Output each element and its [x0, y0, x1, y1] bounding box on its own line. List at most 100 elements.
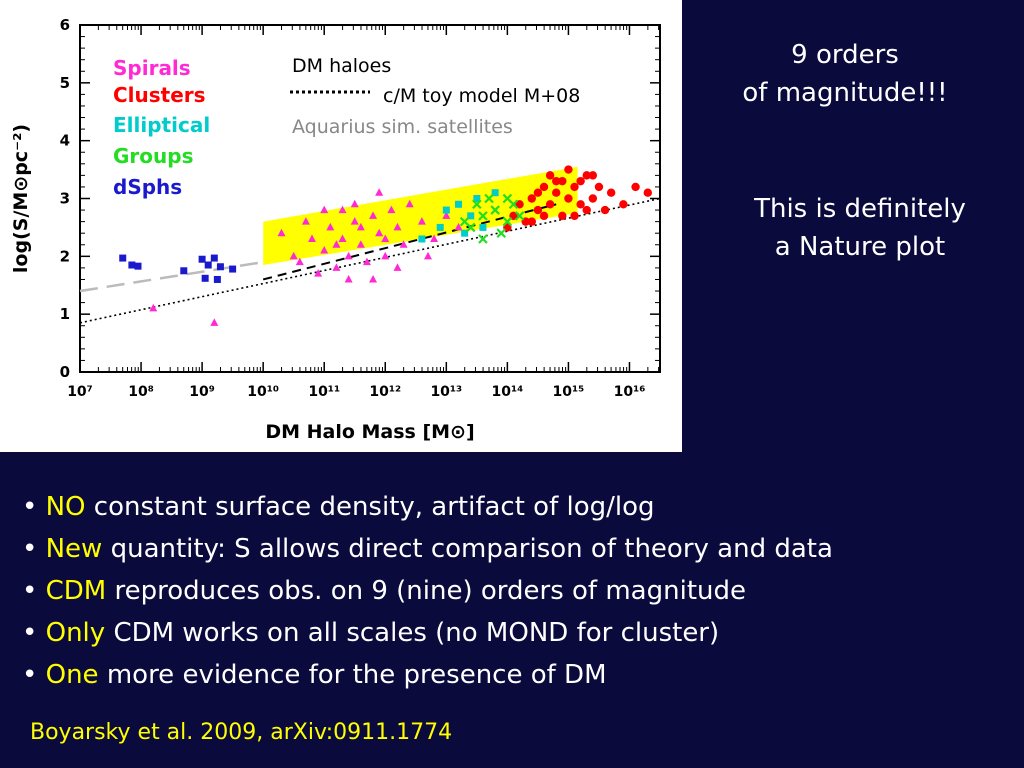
data-point	[478, 211, 488, 221]
bullet-text: more evidence for the presence of DM	[106, 660, 607, 690]
bullet-item: • Only CDM works on all scales (no MOND …	[22, 618, 720, 648]
bullet-item: • One more evidence for the presence of …	[22, 660, 607, 690]
y-tick-label: 6	[60, 16, 70, 34]
data-point	[564, 165, 573, 174]
data-point	[369, 274, 378, 283]
data-point	[564, 194, 573, 203]
data-point	[399, 240, 408, 248]
data-point	[455, 200, 463, 208]
data-point	[558, 211, 567, 221]
data-point	[484, 193, 494, 204]
legend-aquarius: Aquarius sim. satellites	[292, 116, 513, 138]
data-point	[369, 211, 378, 219]
data-point	[576, 200, 585, 209]
bullet-keyword: CDM	[45, 576, 107, 606]
data-point	[478, 234, 488, 244]
x-tick-label: 10¹⁰	[247, 384, 279, 400]
x-tick-label: 10¹³	[430, 384, 462, 400]
data-point	[180, 267, 188, 275]
orders-note-line1: 9 orders	[791, 40, 899, 70]
data-point	[381, 251, 390, 260]
data-point	[606, 188, 616, 197]
bullet-text: CDM works on all scales (no MOND for clu…	[113, 618, 720, 648]
data-point	[417, 217, 426, 225]
data-point	[326, 222, 335, 231]
bullet-text: quantity: S allows direct comparison of …	[110, 534, 833, 564]
legend-dm-haloes: DM haloes	[292, 55, 391, 77]
legend-spirals: Spirals	[113, 56, 191, 80]
data-point	[344, 251, 353, 260]
data-point	[619, 200, 628, 209]
data-point	[539, 182, 549, 192]
data-point	[558, 176, 567, 186]
data-point	[277, 228, 286, 237]
data-point	[479, 223, 487, 231]
data-point	[338, 205, 347, 214]
y-tick-label: 2	[60, 247, 70, 265]
data-point	[539, 211, 549, 221]
plot-panel: 10⁷ 10⁸ 10⁹ 10¹⁰ 10¹¹ 10¹² 10¹³ 10¹⁴ 10¹⁵ 10¹⁶ 0 1 2…	[0, 0, 682, 452]
data-point	[588, 194, 598, 203]
data-point	[527, 217, 536, 226]
data-point	[643, 188, 652, 197]
data-point	[301, 217, 310, 225]
y-tick-label: 0	[60, 363, 70, 381]
data-point	[213, 275, 221, 283]
x-tick-label: 10⁸	[128, 384, 154, 400]
data-point	[356, 222, 365, 231]
data-point	[308, 234, 316, 242]
data-point	[320, 246, 329, 254]
data-point	[496, 228, 507, 238]
bullet-list: • NO constant surface density, artifact …	[22, 486, 833, 696]
bullet-item: • CDM reproduces obs. on 9 (nine) orders…	[22, 576, 746, 606]
y-tick-label: 4	[60, 132, 70, 150]
data-point	[362, 257, 371, 266]
data-point	[320, 205, 329, 214]
data-point	[210, 318, 219, 326]
data-point	[545, 171, 555, 180]
bullet-keyword: Only	[45, 618, 106, 648]
data-point	[375, 228, 384, 237]
data-point	[418, 235, 426, 243]
data-point	[570, 211, 579, 221]
data-point	[533, 205, 543, 215]
data-point	[289, 251, 298, 260]
legend-groups: Groups	[113, 144, 193, 168]
data-point	[149, 303, 158, 312]
data-point	[350, 217, 359, 225]
series-spirals	[149, 188, 463, 326]
x-tick-label: 10¹⁴	[491, 384, 523, 400]
legend-toy-model: c/M toy model M+08	[383, 85, 580, 107]
nature-note: This is definitely a Nature plot	[710, 190, 1010, 266]
data-point	[229, 265, 237, 273]
data-point	[514, 211, 525, 221]
bullet-keyword: One	[45, 660, 99, 690]
data-point	[204, 261, 212, 269]
data-point	[134, 262, 142, 270]
data-point	[582, 171, 591, 180]
data-point	[381, 234, 390, 242]
data-point	[570, 182, 579, 192]
data-point	[332, 263, 341, 271]
data-point	[600, 205, 610, 215]
data-point	[119, 254, 127, 262]
data-point	[467, 212, 475, 220]
data-point	[387, 205, 396, 214]
scatter-plot: 10⁷ 10⁸ 10⁹ 10¹⁰ 10¹¹ 10¹² 10¹³ 10¹⁴ 10¹⁵ 10¹⁶ 0 1 2…	[10, 16, 661, 443]
series-dsphs	[119, 254, 237, 283]
data-point	[393, 222, 402, 231]
data-point	[393, 263, 402, 271]
data-point	[552, 176, 561, 186]
model-line-long-dash	[79, 260, 264, 293]
data-point	[375, 188, 384, 196]
data-point	[491, 189, 499, 197]
bullet-text: constant surface density, artifact of lo…	[93, 492, 655, 522]
data-point	[430, 234, 439, 242]
nature-note-line2: a Nature plot	[774, 232, 946, 262]
bullet-item: • New quantity: S allows direct comparis…	[22, 534, 833, 564]
data-point	[350, 199, 359, 208]
y-tick-label: 1	[60, 305, 70, 323]
y-tick-label: 3	[60, 190, 70, 208]
data-point	[472, 199, 482, 210]
data-point	[552, 188, 561, 197]
